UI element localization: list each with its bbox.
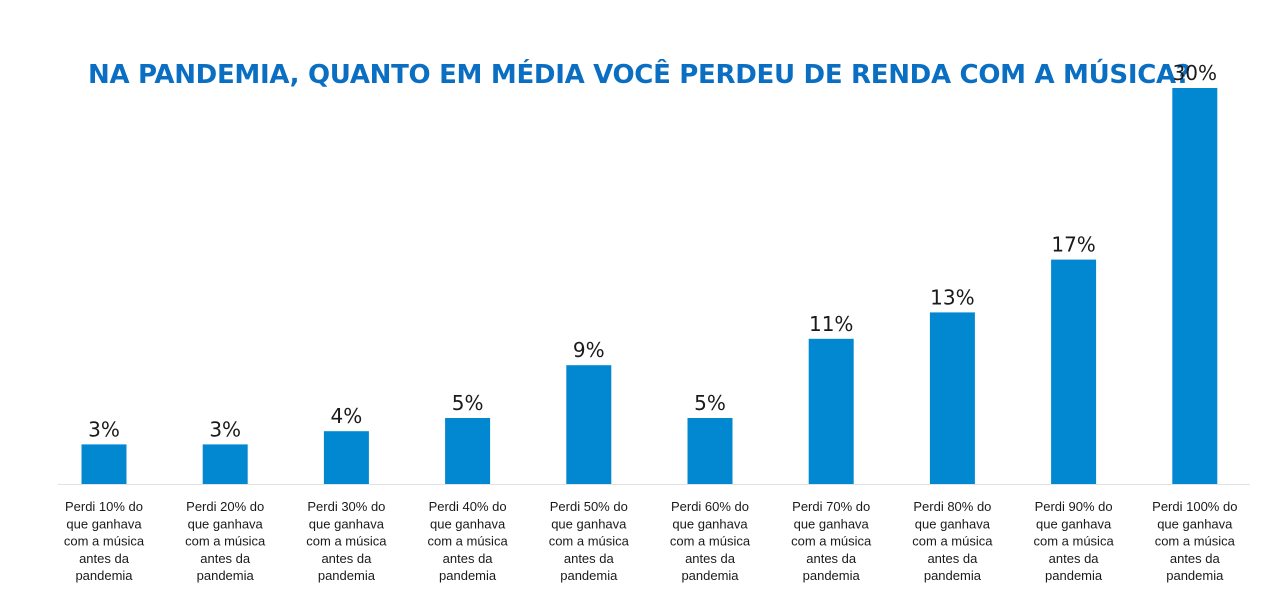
category-label-5: Perdi 50% do que ganhava com a música antes… <box>549 499 630 583</box>
category-label-line: pandemia <box>439 568 497 583</box>
category-label-line: com a música <box>427 534 508 549</box>
bars-group <box>81 88 1218 484</box>
category-label-line: pandemia <box>75 568 133 583</box>
category-label-line: pandemia <box>318 568 376 583</box>
bar-2 <box>202 444 248 484</box>
value-label-4: 5% <box>452 391 484 415</box>
value-label-5: 9% <box>573 338 605 362</box>
category-label-line: que ganhava <box>1036 516 1112 531</box>
value-label-10: 30% <box>1173 61 1217 85</box>
bar-3 <box>323 431 369 484</box>
category-label-line: antes da <box>1170 551 1221 566</box>
category-label-line: antes da <box>200 551 251 566</box>
bar-1 <box>81 444 127 484</box>
category-label-line: que ganhava <box>309 516 385 531</box>
category-label-line: antes da <box>321 551 372 566</box>
category-label-line: pandemia <box>1166 568 1224 583</box>
bar-9 <box>1051 259 1097 484</box>
category-label-line: que ganhava <box>794 516 870 531</box>
category-label-line: com a música <box>306 534 387 549</box>
value-label-1: 3% <box>88 417 120 441</box>
category-label-line: Perdi 70% do <box>792 499 870 514</box>
category-label-line: antes da <box>927 551 978 566</box>
category-label-line: pandemia <box>924 568 982 583</box>
bar-6 <box>687 418 733 484</box>
category-label-line: Perdi 60% do <box>671 499 749 514</box>
category-label-line: pandemia <box>1045 568 1103 583</box>
category-label-line: com a música <box>1033 534 1114 549</box>
category-label-line: com a música <box>1155 534 1236 549</box>
chart-title: NA PANDEMIA, QUANTO EM MÉDIA VOCÊ PERDEU… <box>88 60 1191 90</box>
category-label-line: antes da <box>443 551 494 566</box>
category-label-line: que ganhava <box>915 516 991 531</box>
category-labels-group: Perdi 10% do que ganhava com a música antes… <box>64 499 1238 583</box>
category-label-1: Perdi 10% do que ganhava com a música antes… <box>64 499 145 583</box>
value-label-8: 13% <box>930 285 974 309</box>
category-label-line: Perdi 30% do <box>307 499 385 514</box>
category-label-line: que ganhava <box>66 516 142 531</box>
bar-8 <box>929 312 975 484</box>
category-label-line: com a música <box>185 534 266 549</box>
category-label-line: com a música <box>670 534 751 549</box>
category-label-line: Perdi 40% do <box>429 499 507 514</box>
category-label-line: Perdi 100% do <box>1152 499 1237 514</box>
category-label-line: com a música <box>912 534 993 549</box>
category-label-line: pandemia <box>681 568 739 583</box>
category-label-line: que ganhava <box>188 516 264 531</box>
category-label-line: antes da <box>79 551 130 566</box>
category-label-3: Perdi 30% do que ganhava com a música antes… <box>306 499 387 583</box>
value-label-3: 4% <box>331 404 363 428</box>
category-label-line: que ganhava <box>672 516 748 531</box>
value-label-6: 5% <box>694 391 726 415</box>
bar-4 <box>445 418 491 484</box>
category-label-9: Perdi 90% do que ganhava com a música antes… <box>1033 499 1114 583</box>
category-label-line: que ganhava <box>551 516 627 531</box>
bar-7 <box>808 338 854 484</box>
category-label-line: com a música <box>64 534 145 549</box>
category-label-line: Perdi 90% do <box>1035 499 1113 514</box>
category-label-7: Perdi 70% do que ganhava com a música antes… <box>791 499 872 583</box>
category-label-line: que ganhava <box>1157 516 1233 531</box>
category-label-line: pandemia <box>803 568 861 583</box>
category-label-line: Perdi 50% do <box>550 499 628 514</box>
value-labels-group: 3% 3% 4% 5% 9% 5% 11% 13% 17% 30% <box>88 61 1217 441</box>
bar-5 <box>566 365 612 484</box>
bar-10 <box>1172 88 1218 484</box>
category-label-10: Perdi 100% do que ganhava com a música ante… <box>1152 499 1237 583</box>
category-label-line: Perdi 10% do <box>65 499 143 514</box>
category-label-line: com a música <box>549 534 630 549</box>
category-label-line: Perdi 80% do <box>913 499 991 514</box>
category-label-2: Perdi 20% do que ganhava com a música antes… <box>185 499 266 583</box>
category-label-8: Perdi 80% do que ganhava com a música antes… <box>912 499 993 583</box>
category-label-line: Perdi 20% do <box>186 499 264 514</box>
category-label-line: pandemia <box>197 568 255 583</box>
category-label-4: Perdi 40% do que ganhava com a música antes… <box>427 499 508 583</box>
value-label-2: 3% <box>209 417 241 441</box>
category-label-6: Perdi 60% do que ganhava com a música antes… <box>670 499 751 583</box>
category-label-line: com a música <box>791 534 872 549</box>
category-label-line: pandemia <box>560 568 618 583</box>
category-label-line: antes da <box>564 551 615 566</box>
category-label-line: antes da <box>685 551 736 566</box>
value-label-7: 11% <box>809 312 853 336</box>
category-label-line: que ganhava <box>430 516 506 531</box>
category-label-line: antes da <box>806 551 857 566</box>
value-label-9: 17% <box>1051 233 1095 257</box>
category-label-line: antes da <box>1049 551 1100 566</box>
